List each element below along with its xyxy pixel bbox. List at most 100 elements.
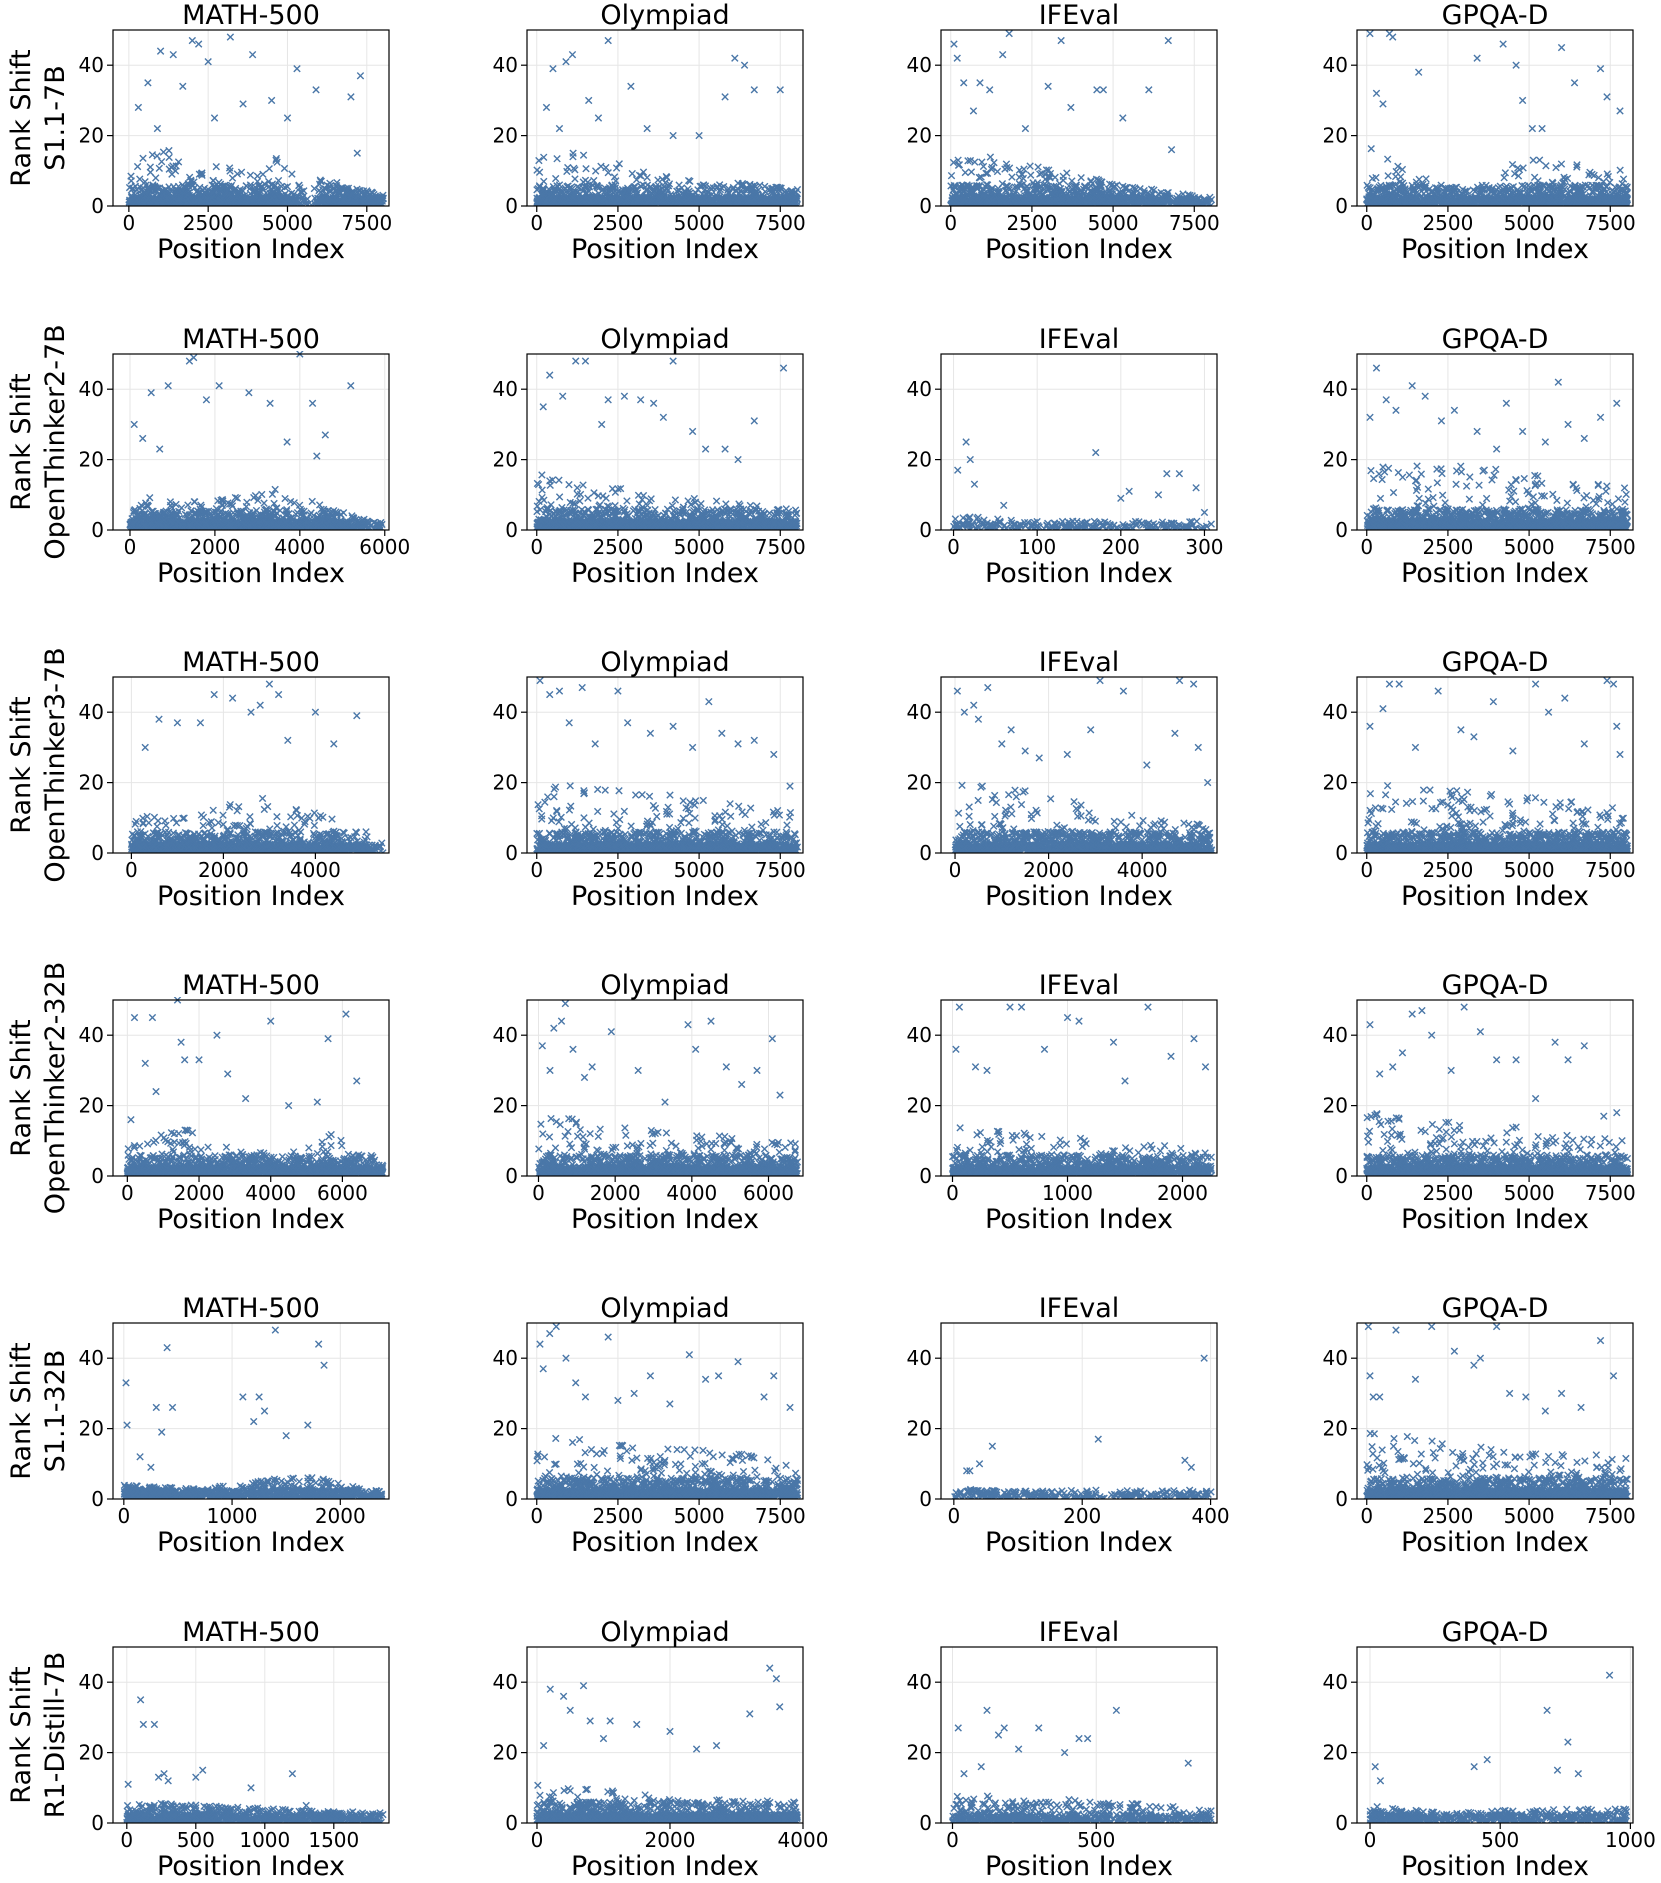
data-point [316, 177, 325, 186]
data-point [983, 194, 991, 203]
data-point [986, 86, 994, 94]
data-point [947, 182, 955, 190]
data-point [1206, 193, 1214, 202]
data-point [1076, 193, 1084, 202]
data-point [1017, 170, 1026, 179]
data-point [326, 186, 334, 194]
data-point [208, 194, 216, 202]
data-point [962, 197, 971, 205]
data-point [1394, 162, 1402, 171]
data-point [1603, 170, 1611, 178]
data-point [979, 162, 988, 171]
data-point [127, 177, 135, 185]
data-point [695, 131, 703, 140]
data-point [708, 197, 716, 205]
data-point [280, 164, 289, 173]
data-point [744, 197, 753, 205]
data-point [1106, 195, 1114, 203]
data-point [1011, 194, 1019, 203]
data-point [1021, 124, 1030, 133]
data-point [601, 187, 609, 195]
data-point [246, 183, 255, 192]
data-point [1164, 188, 1172, 197]
data-point [1001, 187, 1010, 195]
data-point [949, 186, 957, 194]
data-point [287, 201, 295, 206]
data-point [643, 124, 651, 133]
data-point [549, 65, 557, 73]
data-point [734, 179, 742, 187]
data-point [273, 186, 281, 195]
data-point [988, 163, 996, 172]
data-point [776, 86, 784, 94]
data-point [986, 153, 995, 161]
data-point [129, 184, 137, 192]
data-point [1193, 200, 1201, 206]
data-point [966, 188, 975, 196]
data-point [1097, 187, 1105, 196]
data-point [1147, 191, 1155, 199]
data-point [1535, 156, 1544, 164]
data-point [741, 201, 749, 206]
data-point [1071, 182, 1079, 190]
data-point [152, 199, 160, 206]
data-point [239, 100, 247, 108]
data-point [1119, 189, 1127, 197]
data-point [568, 50, 577, 59]
data-point [750, 86, 758, 94]
data-point [688, 200, 696, 206]
data-point [311, 194, 319, 202]
data-point [609, 184, 617, 193]
data-point [274, 200, 282, 206]
data-point [651, 184, 660, 192]
data-point [188, 36, 197, 45]
data-point [955, 161, 964, 169]
data-point [637, 172, 645, 180]
data-point [597, 162, 605, 171]
data-point [585, 199, 593, 206]
data-point [533, 186, 541, 194]
data-point [344, 189, 352, 198]
data-point [553, 155, 561, 163]
data-point [1099, 86, 1108, 94]
data-point [971, 158, 979, 166]
data-point [785, 191, 793, 199]
data-point [573, 183, 582, 191]
data-point [950, 195, 958, 203]
data-point [340, 194, 348, 203]
data-point [956, 185, 965, 193]
y-tick-label: 0 [505, 194, 518, 218]
data-point [1192, 198, 1201, 206]
data-point [584, 96, 593, 105]
data-point [1067, 103, 1075, 112]
data-point [169, 162, 177, 170]
data-point [569, 149, 577, 157]
data-point [982, 169, 990, 178]
data-point [618, 191, 626, 200]
x-tick-label: 0 [530, 211, 543, 235]
x-tick-label: 2500 [592, 211, 643, 235]
data-point [197, 195, 205, 203]
data-point [1052, 182, 1060, 191]
data-point [169, 50, 177, 59]
data-point [1519, 164, 1527, 172]
data-point [739, 181, 747, 190]
x-axis-label: Position Index [571, 234, 759, 265]
data-point [630, 184, 638, 192]
data-point [684, 176, 693, 185]
data-point [283, 114, 292, 122]
data-point [1003, 182, 1012, 191]
data-point [998, 50, 1007, 59]
data-point [184, 195, 192, 203]
data-point [575, 198, 583, 206]
data-point [713, 182, 721, 191]
data-point [1017, 181, 1025, 189]
y-axis-label: Rank Shift [6, 696, 37, 833]
data-point [579, 151, 588, 159]
y-axis-label: Rank Shift [6, 373, 37, 510]
data-point [1130, 194, 1138, 202]
data-point [551, 194, 560, 202]
y-tick-label: 20 [907, 124, 932, 148]
